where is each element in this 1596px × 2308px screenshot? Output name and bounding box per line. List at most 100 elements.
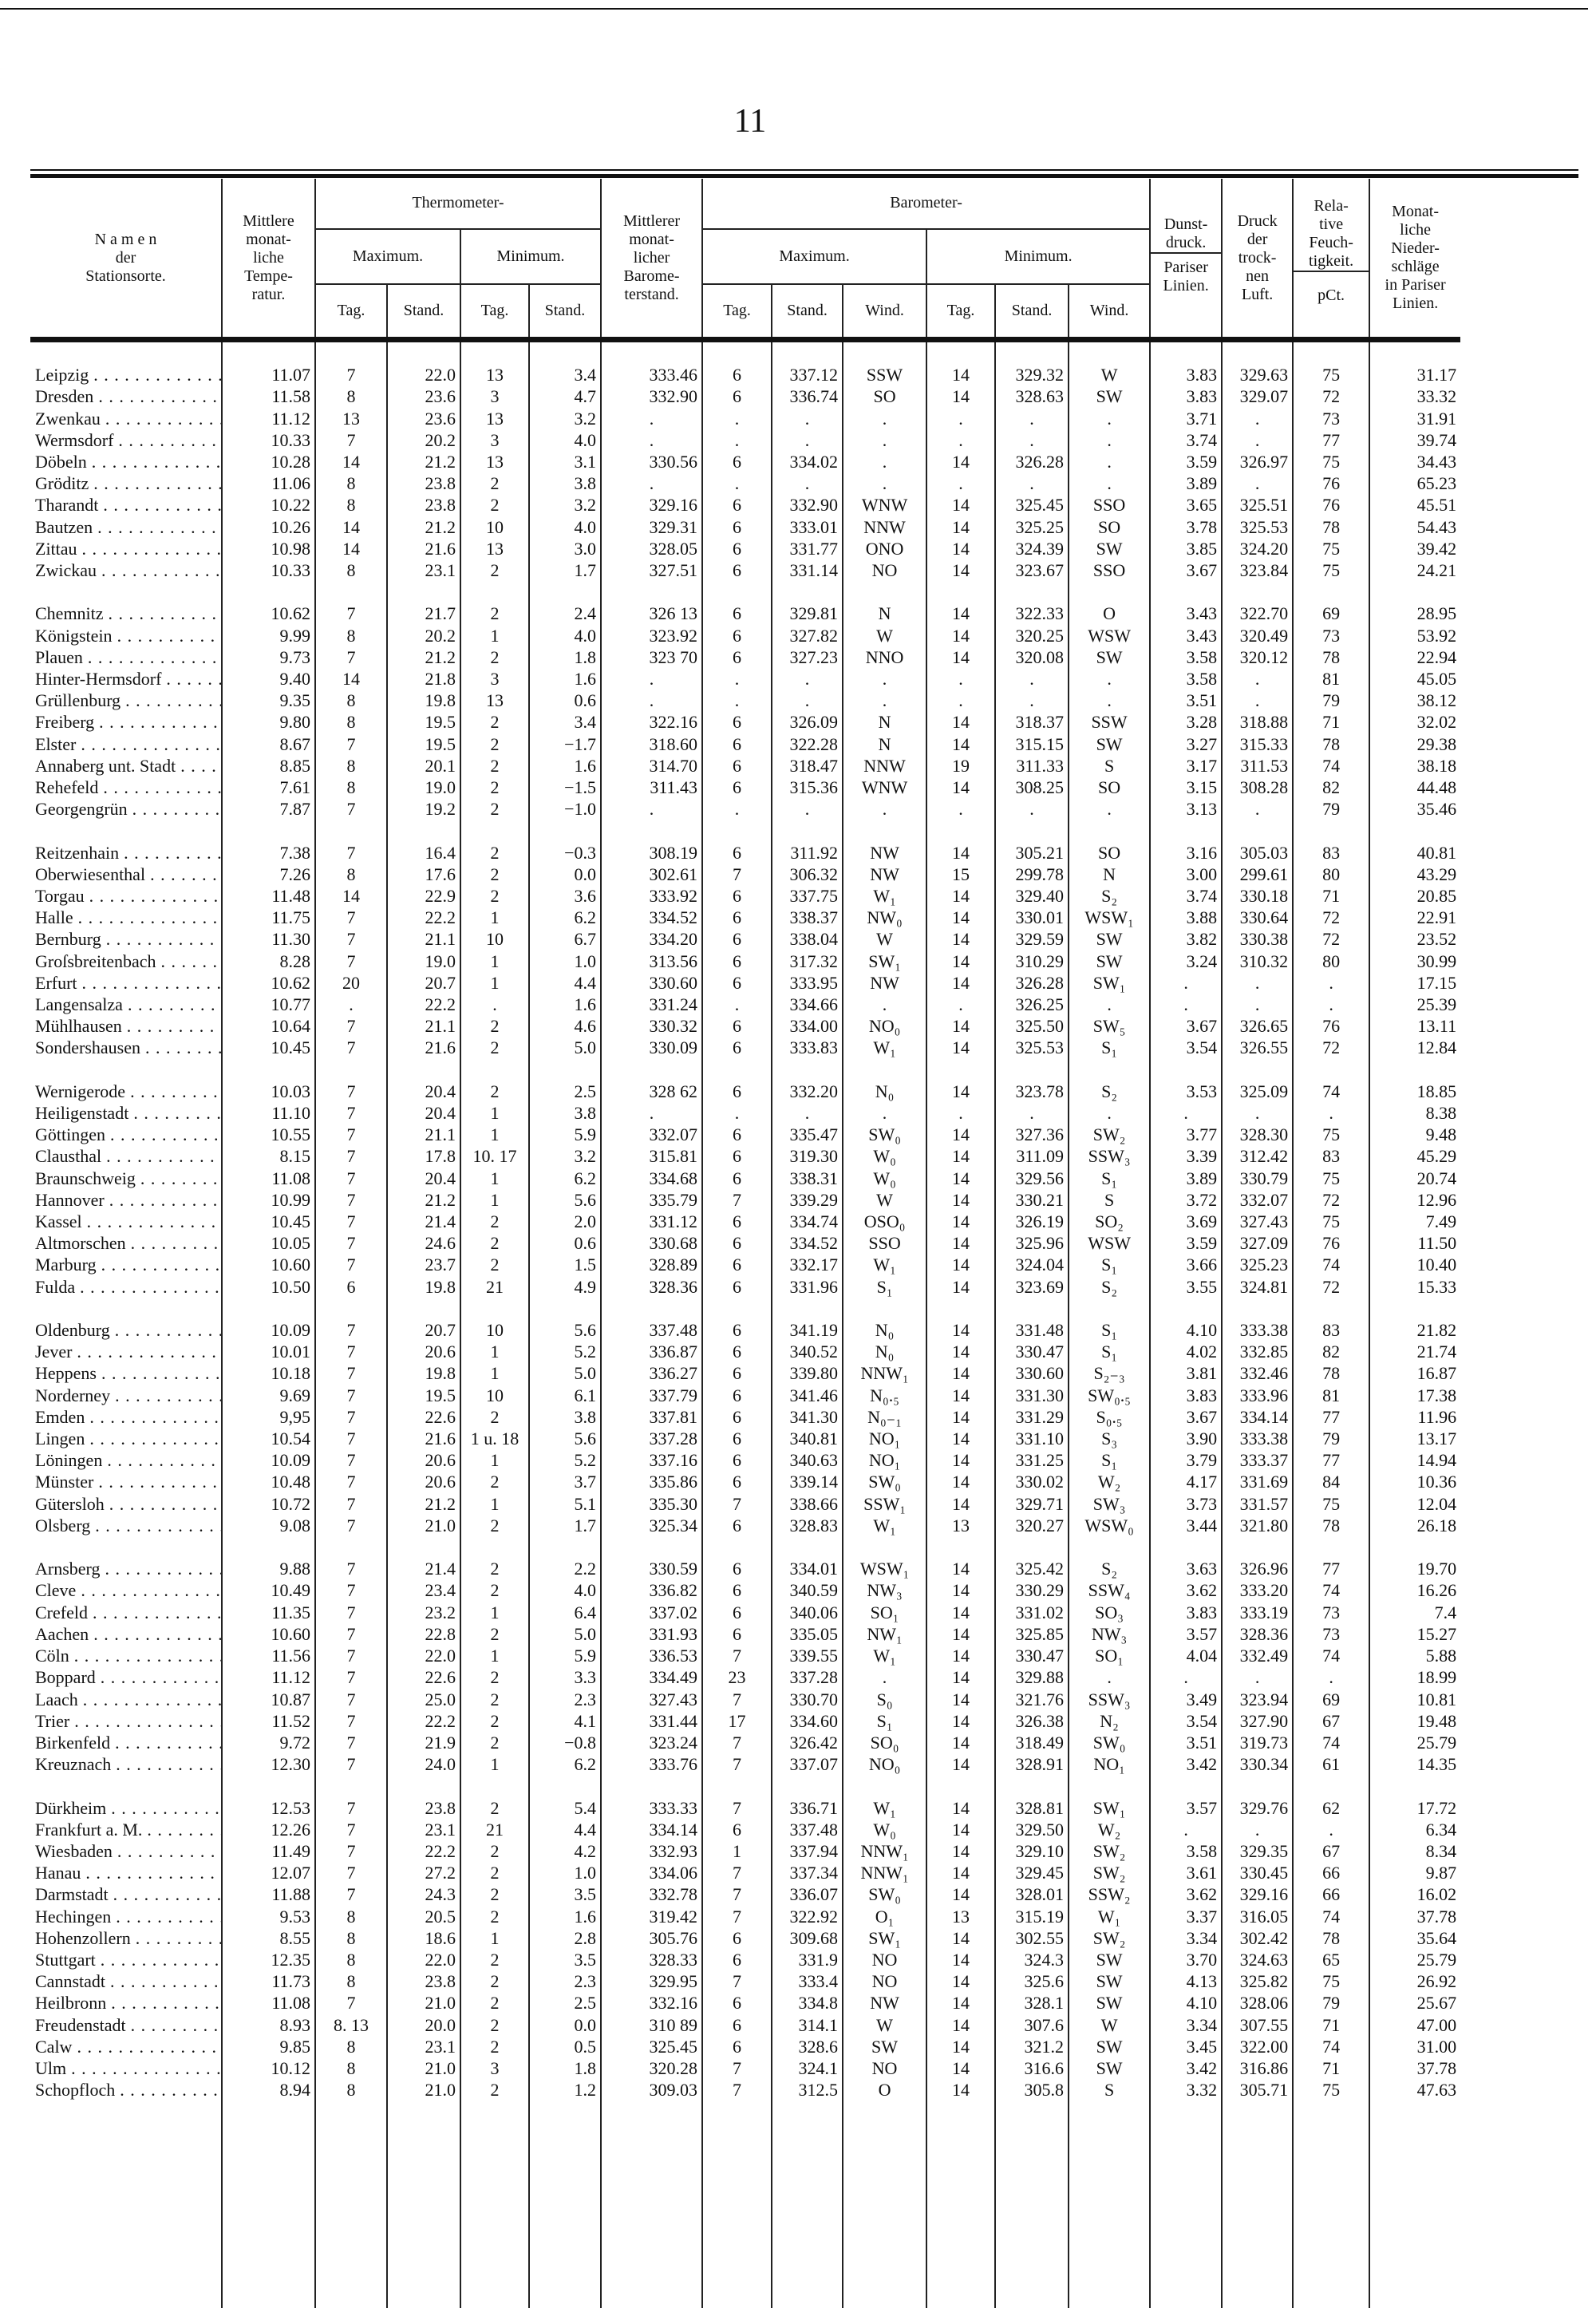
baro-min-wind-cell: SW bbox=[1069, 2036, 1150, 2057]
baro-min-wind-cell: SW bbox=[1069, 385, 1150, 407]
baro-min-wind-cell: WSW bbox=[1069, 1232, 1150, 1254]
empty-cell bbox=[460, 820, 529, 841]
baro-max-day-cell: . bbox=[702, 429, 772, 451]
thermo-max-day-cell: 8 bbox=[315, 2057, 387, 2079]
mean-temperature-cell: 8.93 bbox=[222, 2014, 315, 2036]
baro-min-value-cell: 325.53 bbox=[995, 1037, 1069, 1058]
baro-max-wind-cell: N₀₋₁ bbox=[843, 1406, 926, 1428]
thermo-min-day-cell: 2 bbox=[460, 842, 529, 864]
table-row: Norderney9.69719.5106.1337.796341.46N₀.₅… bbox=[30, 1385, 1460, 1406]
thermo-min-value-cell: 1.7 bbox=[529, 559, 601, 581]
vapour-pressure-cell: 3.89 bbox=[1150, 472, 1222, 494]
baro-min-wind-cell: SO₂ bbox=[1069, 1211, 1150, 1232]
precipitation-cell: 53.92 bbox=[1369, 625, 1460, 646]
dot-leader bbox=[130, 1081, 221, 1102]
table-top-thick-rule bbox=[30, 174, 1578, 178]
dry-air-pressure-cell: . bbox=[1222, 972, 1293, 994]
mean-barometer-cell: 314.70 bbox=[601, 755, 702, 777]
vapour-pressure-cell: 3.67 bbox=[1150, 1406, 1222, 1428]
empty-cell bbox=[843, 581, 926, 603]
thermo-min-day-cell: 2 bbox=[460, 1406, 529, 1428]
precipitation-cell: 29.38 bbox=[1369, 733, 1460, 755]
precipitation-cell: 18.85 bbox=[1369, 1081, 1460, 1102]
precipitation-cell: 24.21 bbox=[1369, 559, 1460, 581]
baro-min-day-cell: 14 bbox=[926, 1081, 995, 1102]
baro-min-value-cell: 318.49 bbox=[995, 1732, 1069, 1753]
table-row: Schopfloch8.94821.021.2309.037312.5O1430… bbox=[30, 2079, 1460, 2101]
precipitation-cell: 20.85 bbox=[1369, 885, 1460, 907]
table-row: Trier11.52722.224.1331.4417334.60S₁14326… bbox=[30, 1710, 1460, 1732]
baro-min-wind-cell: SW bbox=[1069, 1949, 1150, 1970]
thermo-max-value-cell: 19.0 bbox=[387, 950, 460, 972]
thermo-max-value-cell: 22.0 bbox=[387, 1645, 460, 1666]
dry-air-pressure-cell: 329.35 bbox=[1222, 1840, 1293, 1862]
header-thermo-maximum: Maximum. bbox=[315, 229, 460, 284]
dot-leader bbox=[118, 429, 221, 451]
thermo-min-value-cell: 4.1 bbox=[529, 1710, 601, 1732]
mean-temperature-cell: 12.53 bbox=[222, 1797, 315, 1819]
table-row: Hechingen9.53820.521.6319.427322.92O₁133… bbox=[30, 1906, 1460, 1927]
vapour-pressure-cell: 3.77 bbox=[1150, 1124, 1222, 1145]
dry-air-pressure-cell: 319.73 bbox=[1222, 1732, 1293, 1753]
station-name-cell: Jever bbox=[30, 1341, 222, 1362]
dry-air-pressure-cell: 316.05 bbox=[1222, 1906, 1293, 1927]
baro-max-value-cell: 311.92 bbox=[772, 842, 843, 864]
precipitation-cell: 23.52 bbox=[1369, 928, 1460, 950]
relative-humidity-cell: 74 bbox=[1293, 1645, 1369, 1666]
thermo-min-value-cell: 3.5 bbox=[529, 1949, 601, 1970]
precipitation-cell: 47.63 bbox=[1369, 2079, 1460, 2101]
baro-min-day-cell: 14 bbox=[926, 1362, 995, 1384]
relative-humidity-cell: 65 bbox=[1293, 1949, 1369, 1970]
baro-min-value-cell: 323.78 bbox=[995, 1081, 1069, 1102]
empty-cell bbox=[387, 1536, 460, 1558]
thermo-min-day-cell: 1 bbox=[460, 1124, 529, 1145]
thermo-max-value-cell: 22.6 bbox=[387, 1406, 460, 1428]
baro-min-day-cell: 14 bbox=[926, 1319, 995, 1341]
precipitation-cell: 17.38 bbox=[1369, 1385, 1460, 1406]
mean-temperature-cell: 11.12 bbox=[222, 408, 315, 429]
mean-barometer-cell: 336.87 bbox=[601, 1341, 702, 1362]
thermo-min-day-cell: 2 bbox=[460, 777, 529, 798]
station-name-cell: Hohenzollern bbox=[30, 1927, 222, 1949]
station-name: Braunschweig bbox=[35, 1168, 136, 1189]
relative-humidity-cell: 72 bbox=[1293, 928, 1369, 950]
baro-min-wind-cell: SW bbox=[1069, 538, 1150, 559]
empty-cell bbox=[601, 340, 702, 365]
station-name-cell: Olsberg bbox=[30, 1515, 222, 1536]
empty-cell bbox=[1293, 820, 1369, 841]
page-number: 11 bbox=[722, 102, 778, 140]
empty-cell bbox=[926, 581, 995, 603]
table-row: Frankfurt a. M.12.26723.1214.4334.146337… bbox=[30, 1819, 1460, 1840]
baro-min-value-cell: 329.59 bbox=[995, 928, 1069, 950]
thermo-max-day-cell: 7 bbox=[315, 1449, 387, 1471]
thermo-max-value-cell: 22.0 bbox=[387, 364, 460, 385]
mean-barometer-cell: 323.24 bbox=[601, 1732, 702, 1753]
relative-humidity-cell: 73 bbox=[1293, 1623, 1369, 1645]
empty-cell bbox=[995, 1059, 1069, 1081]
vapour-pressure-cell: 3.69 bbox=[1150, 1211, 1222, 1232]
vapour-pressure-cell: 3.49 bbox=[1150, 1689, 1222, 1710]
empty-cell bbox=[315, 1775, 387, 1796]
baro-max-day-cell: 7 bbox=[702, 1689, 772, 1710]
thermo-max-day-cell: 7 bbox=[315, 1623, 387, 1645]
thermo-min-value-cell: 2.4 bbox=[529, 603, 601, 624]
thermo-max-day-cell: 8 bbox=[315, 755, 387, 777]
empty-cell bbox=[1293, 1298, 1369, 1319]
baro-min-day-cell: 14 bbox=[926, 907, 995, 928]
station-name: Hinter-Hermsdorf bbox=[35, 668, 161, 690]
dry-air-pressure-cell: 333.19 bbox=[1222, 1602, 1293, 1623]
baro-max-day-cell: 6 bbox=[702, 364, 772, 385]
baro-min-day-cell: 14 bbox=[926, 1579, 995, 1601]
station-name: Trier bbox=[35, 1710, 69, 1732]
mean-barometer-cell: 337.16 bbox=[601, 1449, 702, 1471]
baro-max-day-cell: 7 bbox=[702, 2079, 772, 2101]
table-row: Kreuznach12.30724.016.2333.767337.07NO₀1… bbox=[30, 1753, 1460, 1775]
vapour-pressure-cell: 3.67 bbox=[1150, 1015, 1222, 1037]
dry-air-pressure-cell: 327.09 bbox=[1222, 1232, 1293, 1254]
baro-max-day-cell: 6 bbox=[702, 1232, 772, 1254]
dry-air-pressure-cell: 333.38 bbox=[1222, 1428, 1293, 1449]
station-name-cell: Bautzen bbox=[30, 516, 222, 538]
table-row: Fulda10.50619.8214.9328.366331.96S₁14323… bbox=[30, 1276, 1460, 1298]
baro-max-wind-cell: . bbox=[843, 690, 926, 711]
thermo-min-value-cell: 1.6 bbox=[529, 668, 601, 690]
